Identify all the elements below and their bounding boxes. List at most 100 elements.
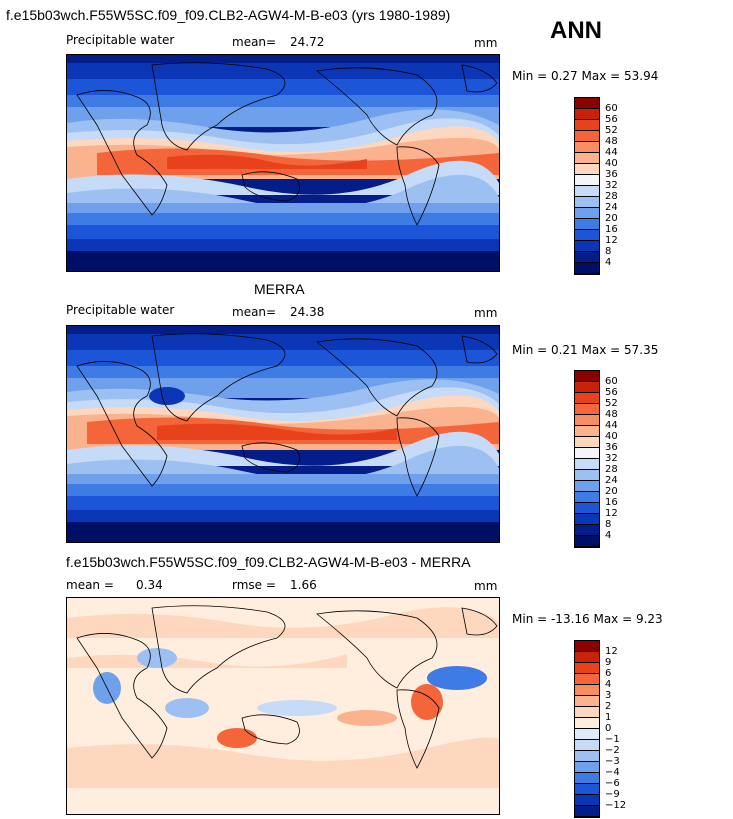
colorbar-swatch [575,707,599,718]
panel3-colorbar: 12 9 6 4 3 2 1 0 −1 −2 −3 −4 −6 −9 −12 [574,640,626,818]
panel2-units: mm [474,306,498,320]
panel2-colorbar: 60 56 52 48 44 40 36 32 28 24 20 16 12 8 4 [574,370,618,548]
colorbar-tick-label: 44 [605,147,618,158]
colorbar-swatch [575,652,599,663]
panel3-rmse-value: 1.66 [290,578,317,592]
colorbar-swatch [575,164,599,175]
colorbar-swatch [575,142,599,153]
colorbar-tick-label: 12 [605,646,618,657]
colorbar-tick-label: 56 [605,387,618,398]
colorbar-tick-label: 16 [605,224,618,235]
colorbar-tick-label: −6 [605,778,620,789]
colorbar-tick-label: 28 [605,464,618,475]
colorbar-tick-label: 24 [605,202,618,213]
colorbar-swatch [575,263,599,274]
colorbar-tick-label: 52 [605,398,618,409]
panel3-mean-value: 0.34 [136,578,163,592]
colorbar-tick-label: 36 [605,169,618,180]
panel2-map [66,325,500,543]
colorbar-tick-label: 1 [605,712,612,723]
colorbar-tick-label: −2 [605,745,620,756]
colorbar-tick-label: 3 [605,690,612,701]
colorbar-swatch [575,806,599,817]
colorbar-swatch [575,241,599,252]
colorbar-swatch [575,674,599,685]
colorbar-swatch [575,175,599,186]
colorbar-tick-label: 40 [605,431,618,442]
colorbar-tick-label: 0 [605,723,612,734]
colorbar-swatch [575,404,599,415]
colorbar-swatch [575,751,599,762]
colorbar-swatch [575,795,599,806]
panel2-minmax: Min = 0.21 Max = 57.35 [512,343,659,357]
panel2-mean-value: 24.38 [290,305,325,319]
colorbar-tick-label: 20 [605,486,618,497]
colorbar-swatch [575,153,599,164]
colorbar-tick-label: 28 [605,191,618,202]
colorbar-swatch [575,131,599,142]
precipitable-water-merra-map [67,326,499,542]
panel1-mean-value: 24.72 [290,35,325,49]
colorbar-swatch [575,470,599,481]
colorbar-swatch [575,525,599,536]
panel1-mean-label: mean= [232,35,277,49]
panel1-units: mm [474,36,498,50]
panel1-variable: Precipitable water [66,33,175,47]
colorbar-swatch [575,685,599,696]
colorbar-tick-label: 48 [605,409,618,420]
colorbar-swatch [575,252,599,263]
colorbar-swatch [575,426,599,437]
colorbar-swatch [575,481,599,492]
panel3-map [66,597,500,815]
colorbar-swatch [575,109,599,120]
panel3-units: mm [474,579,498,593]
colorbar-tick-label: 8 [605,246,612,257]
colorbar-swatch [575,371,599,382]
colorbar-swatch [575,773,599,784]
colorbar-swatch [575,492,599,503]
colorbar-swatch [575,536,599,547]
colorbar-tick-label: 9 [605,657,612,668]
colorbar-tick-label: 2 [605,701,612,712]
colorbar-tick-label: −9 [605,789,620,800]
panel1-colorbar: 60 56 52 48 44 40 36 32 28 24 20 16 12 8 4 [574,97,618,275]
colorbar-swatch [575,740,599,751]
season-label: ANN [550,17,602,44]
colorbar-tick-label: 56 [605,114,618,125]
colorbar-tick-label: −4 [605,767,620,778]
colorbar-tick-label: 4 [605,679,612,690]
colorbar-tick-label: 44 [605,420,618,431]
panel2-mean-label: mean= [232,305,277,319]
colorbar-tick-label: 4 [605,530,612,541]
colorbar-tick-label: 8 [605,519,612,530]
colorbar-swatch [575,762,599,773]
colorbar-tick-label: 60 [605,376,618,387]
colorbar-swatch [575,120,599,131]
colorbar-tick-label: 60 [605,103,618,114]
panel2-variable: Precipitable water [66,303,175,317]
colorbar-swatch [575,784,599,795]
colorbar-swatch [575,729,599,740]
colorbar-swatch [575,514,599,525]
colorbar-swatch [575,197,599,208]
colorbar-swatch [575,415,599,426]
colorbar-tick-label: 52 [605,125,618,136]
colorbar-tick-label: 32 [605,453,618,464]
colorbar-tick-label: 20 [605,213,618,224]
colorbar-tick-label: 12 [605,508,618,519]
colorbar-tick-label: −3 [605,756,620,767]
colorbar-tick-label: 12 [605,235,618,246]
colorbar-tick-label: −1 [605,734,620,745]
colorbar-swatch [575,382,599,393]
colorbar-swatch [575,503,599,514]
panel3-mean-label: mean = [66,578,114,592]
colorbar-tick-label: 36 [605,442,618,453]
colorbar-swatch [575,437,599,448]
colorbar-tick-label: 4 [605,257,612,268]
precipitable-water-model-map [67,55,499,271]
colorbar-tick-label: 16 [605,497,618,508]
panel2-title: MERRA [254,281,305,297]
colorbar-swatch [575,718,599,729]
colorbar-swatch [575,186,599,197]
figure-title: f.e15b03wch.F55W5SC.f09_f09.CLB2-AGW4-M-… [6,7,451,23]
